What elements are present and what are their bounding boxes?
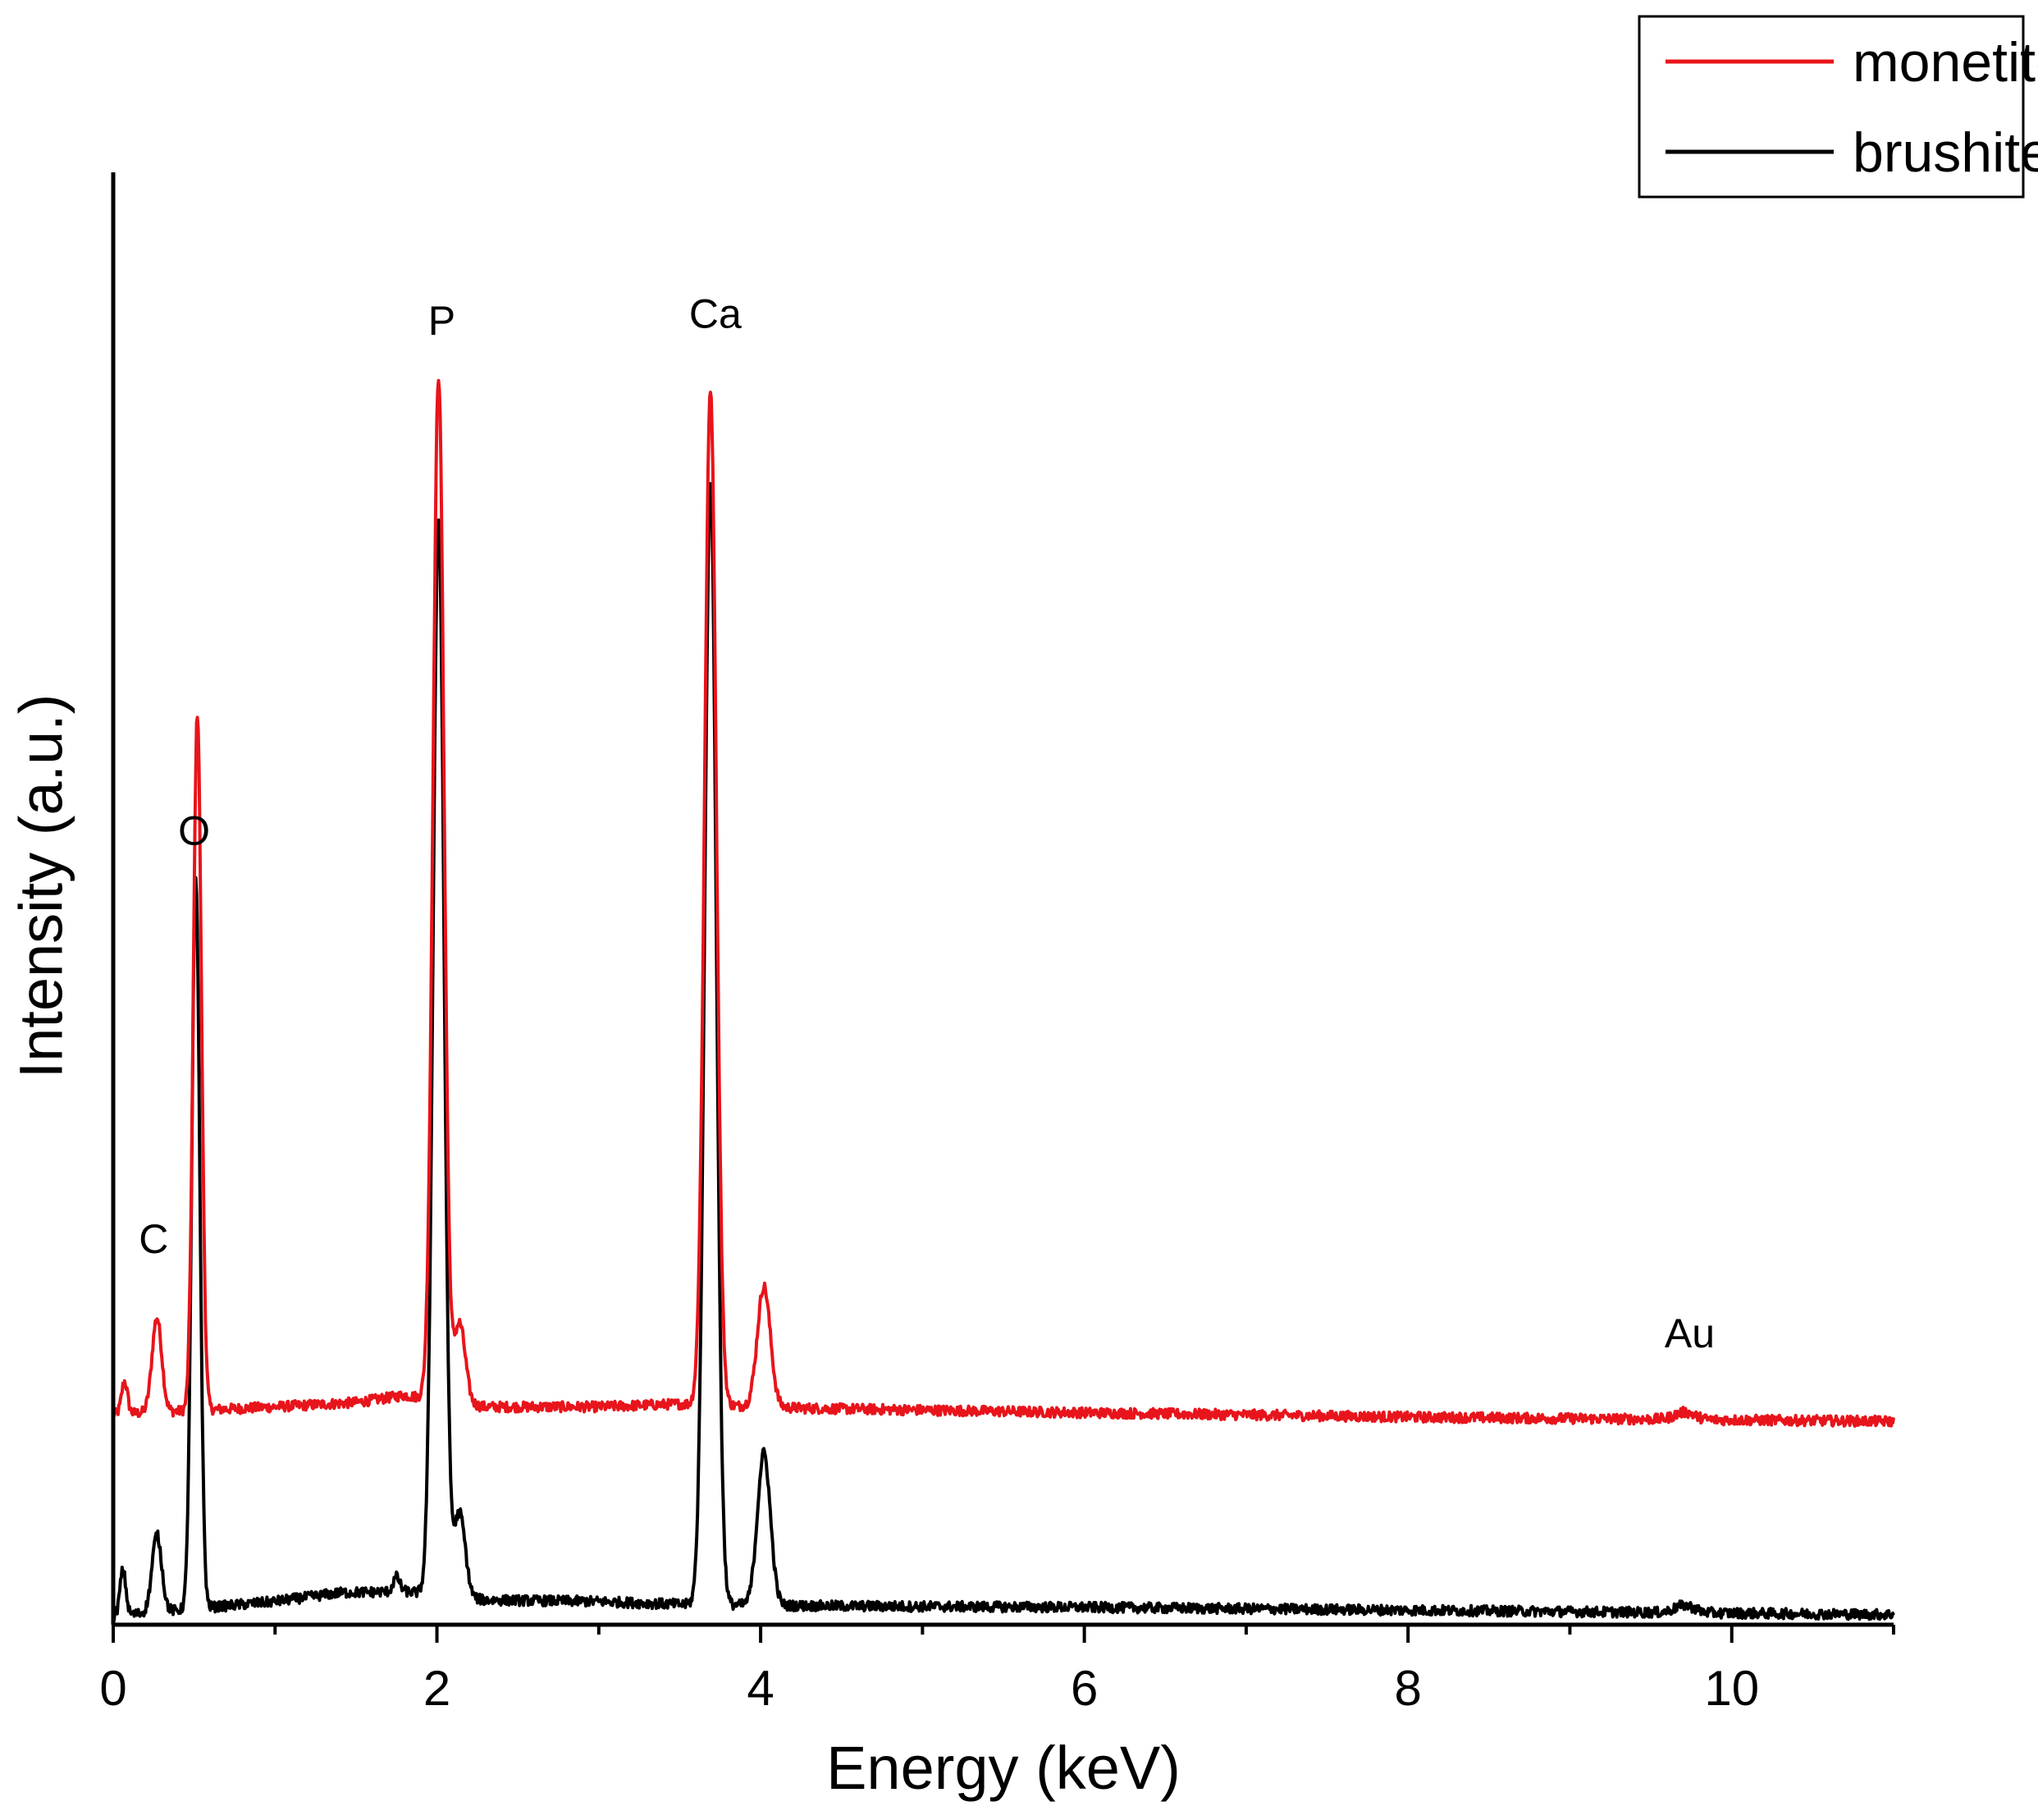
x-tick-label: 8 bbox=[1394, 1661, 1421, 1716]
x-tick-label: 0 bbox=[99, 1661, 126, 1716]
peak-label-o: O bbox=[178, 808, 210, 854]
peak-label-c: C bbox=[139, 1216, 168, 1262]
peak-label-ca: Ca bbox=[689, 290, 742, 336]
x-axis-ticks: 0 2 4 6 8 10 bbox=[99, 1625, 1895, 1716]
x-tick-label: 6 bbox=[1071, 1661, 1098, 1716]
series-line-brushite bbox=[112, 482, 1895, 1622]
peak-label-au: Au bbox=[1665, 1310, 1715, 1356]
x-tick-label: 10 bbox=[1704, 1661, 1759, 1716]
x-axis-title: Energy (keV) bbox=[826, 1734, 1181, 1802]
legend: monetite brushite bbox=[1638, 15, 2038, 199]
series-line-monetite bbox=[112, 378, 1895, 1428]
legend-label-brushite: brushite bbox=[1853, 121, 2038, 184]
series-layer bbox=[112, 378, 1895, 1622]
peak-annotations: C O P Ca Au bbox=[139, 290, 1715, 1356]
legend-box bbox=[1638, 15, 2025, 199]
peak-label-p: P bbox=[428, 298, 455, 344]
x-tick-label: 2 bbox=[423, 1661, 450, 1716]
x-tick-label: 4 bbox=[747, 1661, 774, 1716]
legend-label-monetite: monetite bbox=[1853, 31, 2038, 94]
y-axis-title: Intensity (a.u.) bbox=[7, 694, 75, 1079]
